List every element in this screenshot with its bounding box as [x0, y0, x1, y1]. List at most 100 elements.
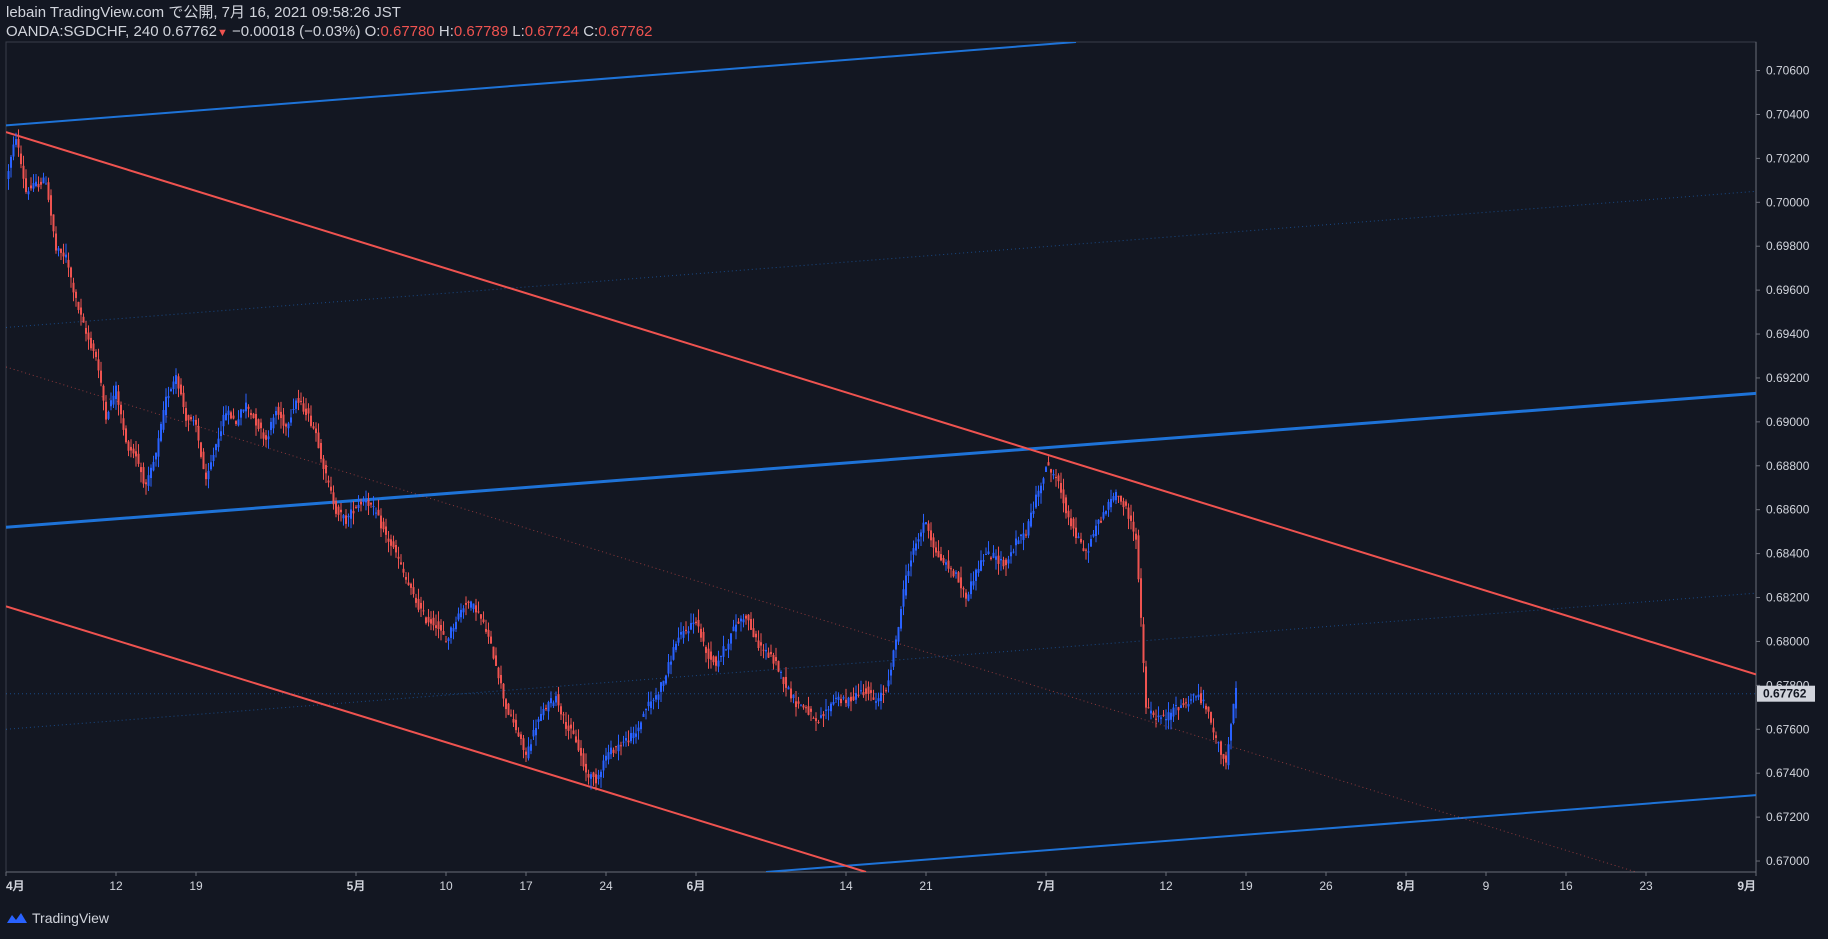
candle-body	[1142, 624, 1145, 664]
candle-body	[1222, 754, 1225, 759]
candle-body	[680, 632, 682, 635]
candle-body	[182, 392, 185, 408]
candle-body	[1077, 536, 1080, 538]
candle-body	[1110, 498, 1112, 508]
candle-body	[1052, 474, 1055, 476]
candle-body	[127, 441, 130, 451]
time-axis[interactable]: 4月 12 19 5月 10 17 24 6月 14 21 7月 12 19 26 8月 9 16 23 9月	[5, 872, 1757, 893]
trend-line-blue-0	[6, 42, 1077, 127]
candle-body	[400, 562, 402, 565]
candle-body	[715, 656, 717, 666]
candle-body	[632, 732, 635, 739]
price-axis[interactable]: 0.70600 0.70400 0.70200 0.70000 0.69800 0.696…	[1756, 64, 1815, 868]
candle-body	[625, 738, 627, 741]
candle-body	[1095, 525, 1097, 536]
candle-body	[115, 385, 117, 400]
candle-body	[1030, 512, 1032, 527]
candle-body	[375, 512, 377, 514]
candle-body	[405, 576, 407, 580]
candle-body	[1177, 707, 1180, 711]
candle-body	[172, 381, 175, 389]
candle-body	[687, 631, 690, 634]
candle-body	[367, 500, 370, 506]
candle-body	[315, 428, 317, 434]
price-tick-label: 0.69800	[1766, 239, 1810, 253]
candle-body	[622, 741, 625, 743]
candle-body	[765, 650, 767, 652]
candle-body	[1155, 718, 1157, 720]
candle-body	[462, 608, 465, 613]
candle-body	[187, 415, 190, 421]
candle-body	[190, 417, 192, 420]
candle-body	[705, 647, 707, 653]
candle-body	[312, 426, 315, 429]
candle-body	[925, 522, 927, 525]
candle-body	[620, 745, 622, 747]
candle-body	[1010, 552, 1012, 557]
candle-body	[385, 526, 387, 535]
candle-body	[297, 397, 300, 403]
candle-body	[95, 351, 97, 358]
price-tick-label: 0.67400	[1766, 766, 1810, 780]
candle-body	[267, 436, 270, 440]
price-tick-label: 0.69200	[1766, 371, 1810, 385]
candle-body	[1020, 534, 1022, 537]
time-tick-label: 23	[1639, 879, 1653, 893]
candle-body	[1190, 699, 1192, 701]
candle-body	[885, 690, 887, 692]
candle-body	[122, 418, 125, 430]
time-tick-label: 21	[919, 879, 933, 893]
candle-body	[1235, 687, 1237, 709]
price-tick-label: 0.69400	[1766, 327, 1810, 341]
candle-body	[52, 214, 55, 232]
candle-body	[1067, 510, 1070, 518]
candle-body	[485, 628, 487, 632]
candle-body	[167, 395, 170, 399]
candle-body	[802, 705, 805, 708]
candle-body	[70, 267, 72, 278]
candle-body	[470, 601, 472, 608]
candle-body	[965, 592, 967, 599]
candle-body	[447, 638, 450, 642]
candle-body	[1100, 520, 1102, 523]
candle-body	[255, 413, 257, 426]
candle-body	[35, 181, 37, 187]
candle-body	[517, 732, 520, 737]
candle-body	[617, 744, 620, 752]
candle-body	[272, 417, 275, 429]
candle-body	[332, 492, 335, 505]
candle-body	[1145, 666, 1147, 708]
candle-body	[322, 458, 325, 469]
candle-body	[215, 444, 217, 451]
candle-body	[160, 423, 162, 441]
candle-body	[1012, 551, 1015, 553]
candle-body	[877, 698, 880, 702]
high-value: 0.67789	[453, 23, 509, 40]
plot-border	[5, 41, 1757, 873]
candle-body	[295, 400, 297, 409]
candle-body	[15, 139, 17, 145]
candle-body	[325, 465, 327, 474]
candle-body	[990, 557, 992, 559]
candle-body	[135, 451, 137, 457]
candle-body	[587, 773, 590, 778]
candle-body	[740, 618, 742, 622]
candle-body	[735, 624, 737, 632]
open-label: O:	[364, 23, 381, 40]
candle-body	[935, 547, 937, 553]
candle-body	[467, 601, 470, 603]
candle-body	[825, 709, 827, 711]
candle-body	[665, 675, 667, 684]
time-tick-label: 10	[439, 879, 453, 893]
candle-body	[25, 178, 27, 192]
candle-body	[675, 643, 677, 650]
candle-body	[100, 370, 102, 383]
candle-body	[20, 153, 22, 165]
candle-body	[662, 680, 665, 686]
price-tick-label: 0.70200	[1766, 151, 1810, 165]
candle-body	[335, 500, 337, 514]
candle-body	[987, 551, 990, 555]
candle-body	[260, 422, 262, 429]
candle-body	[237, 419, 240, 426]
